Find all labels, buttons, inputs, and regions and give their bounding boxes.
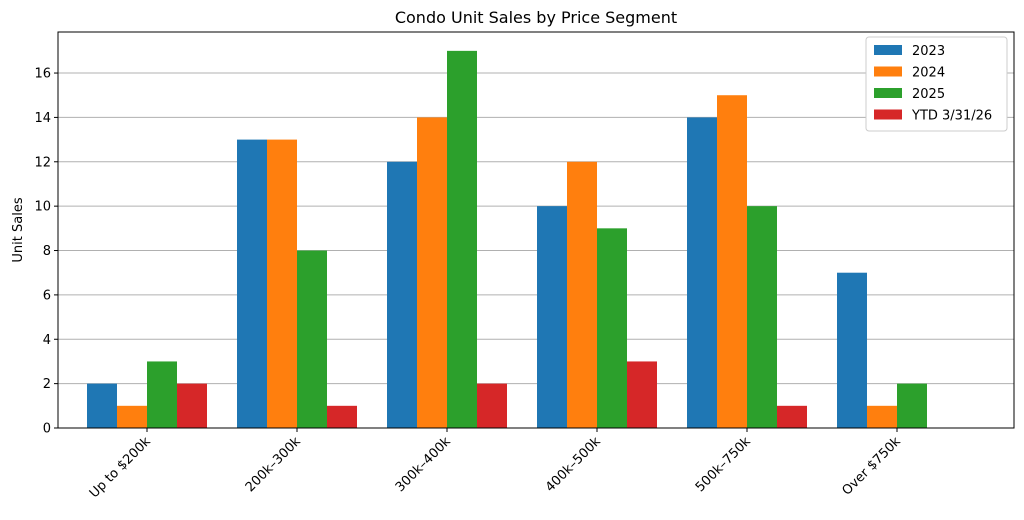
y-tick-label: 2 [43, 377, 51, 392]
bar-2023-5 [837, 272, 867, 428]
bar-ytd-3-31-26-2 [477, 383, 507, 428]
bar-2023-2 [387, 161, 417, 429]
bar-ytd-3-31-26-4 [777, 405, 807, 428]
x-tick-label: 200k–300k [243, 434, 304, 495]
bar-2023-4 [687, 117, 717, 428]
y-tick-label: 6 [43, 288, 51, 303]
bars-layer [87, 50, 927, 429]
legend-swatch [874, 88, 902, 98]
y-tick-label: 14 [34, 111, 51, 126]
bar-2025-1 [297, 250, 327, 428]
legend-label: 2023 [912, 44, 945, 59]
y-tick-label: 4 [43, 333, 51, 348]
y-axis-label: Unit Sales [11, 197, 26, 262]
bar-2023-3 [537, 206, 567, 428]
x-tick-label: Over $750k [839, 434, 904, 499]
y-axis: 0 2 4 6 8 10 12 14 16 [34, 67, 58, 437]
legend-swatch [874, 66, 902, 77]
x-tick-label: Up to $200k [87, 434, 154, 501]
bar-2024-5 [867, 405, 897, 428]
y-tick-label: 10 [34, 200, 51, 215]
bar-2023-1 [237, 139, 267, 429]
bar-2025-0 [147, 361, 177, 428]
chart-title: Condo Unit Sales by Price Segment [395, 8, 677, 27]
bar-2024-0 [117, 405, 147, 428]
x-axis: Up to $200k 200k–300k 300k–400k 400k–500k 50… [87, 428, 904, 501]
legend-label: YTD 3/31/26 [911, 109, 992, 124]
x-tick-label: 400k–500k [543, 434, 604, 495]
bar-ytd-3-31-26-3 [627, 361, 657, 428]
plot-frame [57, 31, 1015, 429]
y-tick-label: 12 [34, 155, 51, 170]
legend-label: 2025 [912, 87, 945, 102]
y-tick-label: 16 [34, 67, 51, 82]
bar-2024-3 [567, 161, 597, 429]
grid-layer [58, 72, 1014, 385]
bar-2023-0 [87, 383, 117, 428]
y-tick-label: 0 [43, 422, 51, 437]
bar-ytd-3-31-26-1 [327, 405, 357, 428]
bar-ytd-3-31-26-0 [177, 383, 207, 428]
bar-2025-4 [747, 206, 777, 428]
bar-2025-2 [447, 50, 477, 428]
bar-2024-4 [717, 95, 747, 428]
x-tick-label: 500k–750k [693, 434, 754, 495]
legend-label: 2024 [912, 66, 945, 81]
legend-swatch [874, 109, 902, 120]
legend-box [865, 36, 1008, 132]
bar-2024-1 [267, 139, 297, 429]
y-tick-label: 8 [43, 244, 51, 259]
x-tick-label: 300k–400k [393, 434, 454, 495]
legend-swatch [874, 45, 902, 55]
bar-2024-2 [417, 117, 447, 428]
bar-2025-3 [597, 228, 627, 428]
bar-2025-5 [897, 383, 927, 428]
legend: 2023 2024 2025 YTD 3/31/26 [865, 36, 1008, 132]
